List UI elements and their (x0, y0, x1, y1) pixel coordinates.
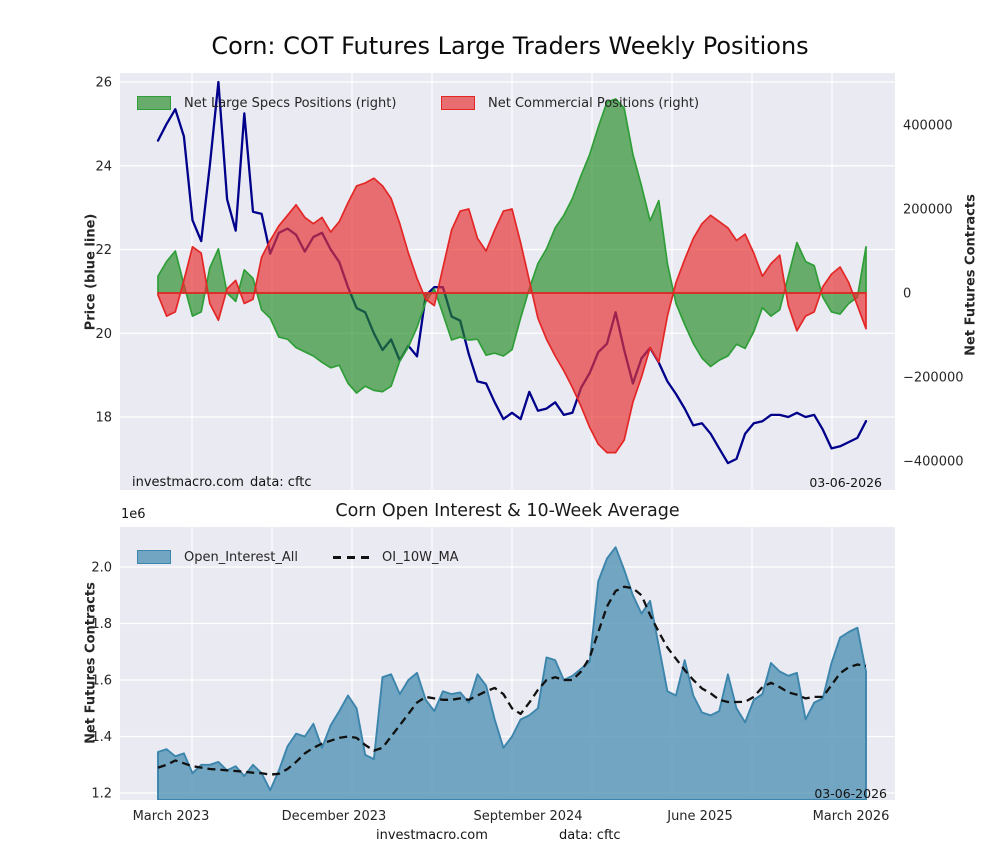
top-left-tick-label: 24 (95, 159, 112, 174)
top-left-axis-label: Price (blue line) (83, 213, 99, 331)
top-source-label: data: cftc (250, 475, 312, 490)
bottom-y-tick-label: 1.2 (91, 787, 112, 802)
commercials-area (157, 177, 867, 454)
bottom-y-tick-label: 1.6 (91, 674, 112, 689)
top-right-tick-label: −200000 (903, 371, 964, 386)
ma-line (157, 585, 867, 776)
top-left-tick-label: 20 (95, 327, 112, 342)
bottom-y-tick-label: 2.0 (91, 561, 112, 576)
oi-legend-entry: Open_Interest_All (137, 549, 298, 565)
bottom-x-tick-label: March 2026 (813, 809, 890, 824)
top-right-tick-label: 400000 (903, 119, 953, 134)
top-legend-specs: Net Large Specs Positions (right) (137, 95, 396, 111)
bottom-x-tick-label: March 2023 (133, 809, 210, 824)
top-right-tick-label: 0 (903, 287, 911, 302)
oi-date-label: 03-06-2026 (814, 786, 887, 801)
bottom-x-tick-label: September 2024 (473, 809, 582, 824)
commercials-legend-swatch (441, 96, 475, 110)
top-right-axis-label: Net Futures Contracts (963, 194, 979, 356)
footer-source: data: cftc (559, 828, 621, 843)
ma-legend-dash-icon (333, 555, 369, 559)
specs-legend-swatch (137, 96, 171, 110)
ma-legend-label: OI_10W_MA (382, 549, 459, 565)
open-interest-area (157, 546, 867, 800)
top-right-tick-label: −400000 (903, 455, 964, 470)
footer-site: investmacro.com (376, 828, 488, 843)
oi-legend-label: Open_Interest_All (184, 549, 298, 565)
bottom-y-tick-label: 1.8 (91, 617, 112, 632)
oi-chart-title: Corn Open Interest & 10-Week Average (335, 501, 680, 521)
top-left-tick-label: 26 (95, 76, 112, 91)
top-date-label: 03-06-2026 (809, 475, 882, 490)
oi-legend-swatch (137, 550, 171, 564)
axis-offset-label: 1e6 (121, 507, 146, 522)
specs-legend-label: Net Large Specs Positions (right) (184, 95, 397, 111)
top-legend-commercials: Net Commercial Positions (right) (441, 95, 699, 111)
bottom-y-tick-label: 1.4 (91, 730, 112, 745)
bottom-axis-label: Net Futures Contracts (83, 582, 99, 744)
top-left-tick-label: 18 (95, 411, 112, 426)
top-right-tick-label: 200000 (903, 203, 953, 218)
ma-legend-entry: OI_10W_MA (333, 549, 459, 565)
bottom-x-tick-label: June 2025 (666, 809, 733, 824)
bottom-x-tick-label: December 2023 (282, 809, 387, 824)
page-title: Corn: COT Futures Large Traders Weekly P… (211, 32, 809, 60)
top-watermark: investmacro.com (132, 475, 244, 490)
top-left-tick-label: 22 (95, 243, 112, 258)
commercials-legend-label: Net Commercial Positions (right) (488, 95, 700, 111)
specs-area (157, 98, 867, 394)
